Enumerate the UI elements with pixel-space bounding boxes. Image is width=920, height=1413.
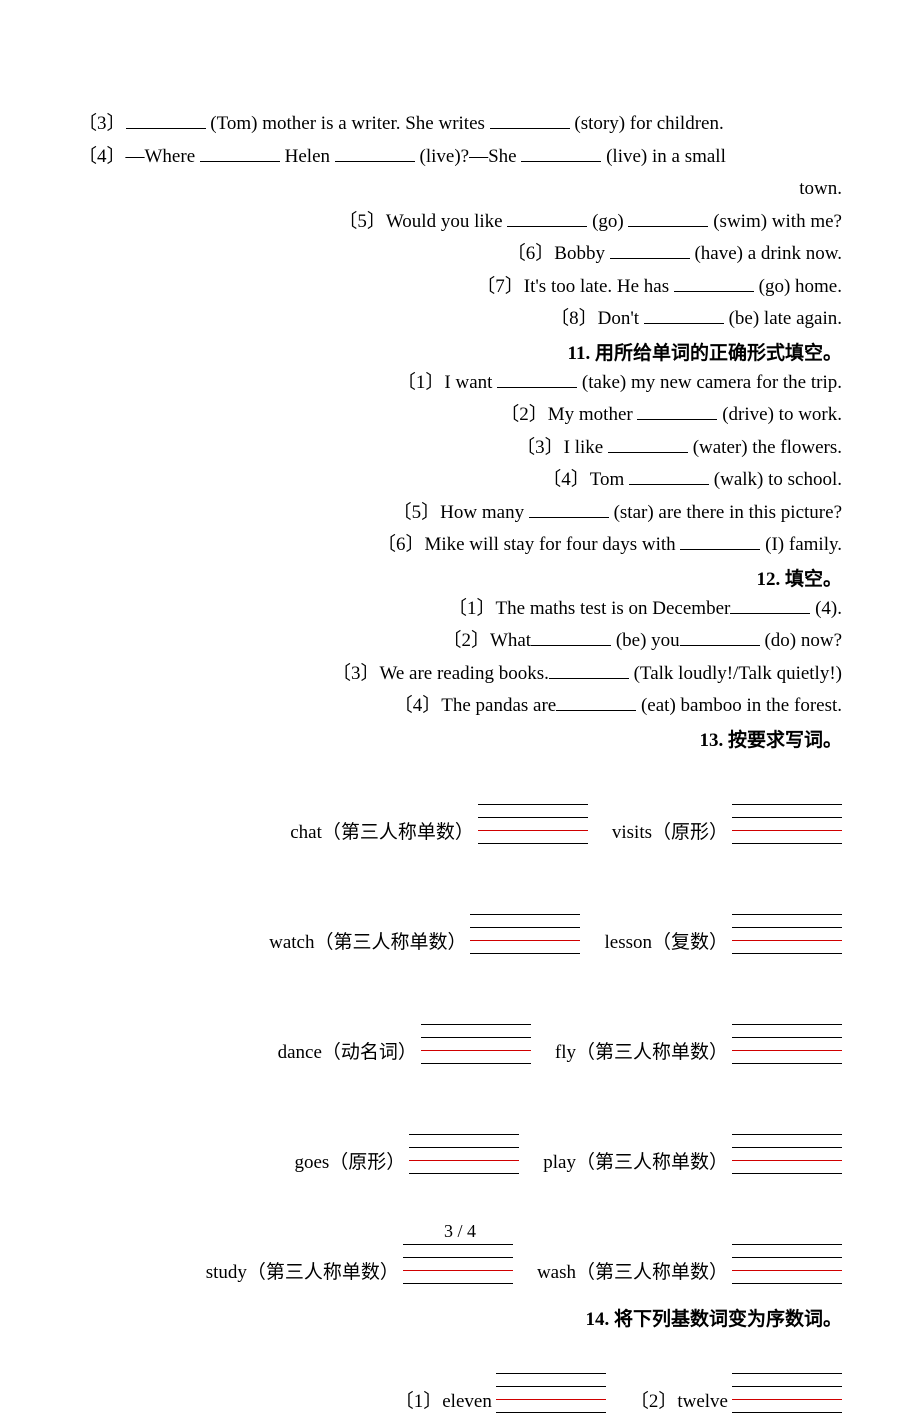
blank[interactable] [610,240,690,259]
word-label: play（第三人称单数） [543,1147,728,1174]
q13-row-3: dance（动名词） fly（第三人称单数） [78,1012,842,1064]
q13-item-right: visits（原形） [612,792,842,844]
blank[interactable] [556,692,636,711]
blank[interactable] [521,143,601,162]
word-label: 〔2〕twelve [630,1386,728,1413]
blank[interactable] [549,660,629,679]
q12-item-3: 〔3〕We are reading books. (Talk loudly!/T… [78,660,842,689]
q13-item-right: fly（第三人称单数） [555,1012,842,1064]
word-label: fly（第三人称单数） [555,1037,728,1064]
answer-lines[interactable] [732,792,842,844]
blank[interactable] [680,627,760,646]
q13-item-left: goes（原形） [294,1122,519,1174]
answer-lines[interactable] [732,1361,842,1413]
q12-item-2: 〔2〕What (be) you (do) now? [78,627,842,656]
q14-heading: 14. 将下列基数词变为序数词。 [78,1304,842,1331]
q14-item-right: 〔2〕twelve [630,1361,842,1413]
q10-item-8: 〔8〕Don't (be) late again. [78,305,842,334]
answer-lines[interactable] [421,1012,531,1064]
blank[interactable] [335,143,415,162]
q11-item-3: 〔3〕I like (water) the flowers. [78,434,842,463]
page-number: 3 / 4 [0,1221,920,1242]
word-label: goes（原形） [294,1147,405,1174]
q13-item-left: watch（第三人称单数） [269,902,580,954]
q11-item-4: 〔4〕Tom (walk) to school. [78,466,842,495]
q14-item-left: 〔1〕eleven [395,1361,606,1413]
q10-item-7: 〔7〕It's too late. He has (go) home. [78,273,842,302]
q10-item-4b: town. [78,175,842,204]
q11-item-1: 〔1〕I want (take) my new camera for the t… [78,369,842,398]
blank[interactable] [644,305,724,324]
q13-item-left: chat（第三人称单数） [290,792,588,844]
q13-row-4: goes（原形） play（第三人称单数） [78,1122,842,1174]
blank[interactable] [200,143,280,162]
blank[interactable] [629,466,709,485]
q10-item-4a: 〔4〕—Where Helen (live)?—She (live) in a … [78,143,842,172]
q12-item-1: 〔1〕The maths test is on December (4). [78,595,842,624]
answer-lines[interactable] [478,792,588,844]
word-label: lesson（复数） [604,927,728,954]
q13-item-right: play（第三人称单数） [543,1122,842,1174]
blank[interactable] [531,627,611,646]
q12-item-4: 〔4〕The pandas are (eat) bamboo in the fo… [78,692,842,721]
blank[interactable] [497,369,577,388]
answer-lines[interactable] [409,1122,519,1174]
q11-item-5: 〔5〕How many (star) are there in this pic… [78,499,842,528]
blank[interactable] [490,110,570,129]
blank[interactable] [628,208,708,227]
q14-word-section: 〔1〕eleven 〔2〕twelve [78,1361,842,1413]
blank[interactable] [680,531,760,550]
answer-lines[interactable] [732,902,842,954]
word-label: study（第三人称单数） [206,1257,399,1284]
blank[interactable] [730,595,810,614]
q13-row-2: watch（第三人称单数） lesson（复数） [78,902,842,954]
answer-lines[interactable] [732,1122,842,1174]
answer-lines[interactable] [470,902,580,954]
q10-item-3: 〔3〕 (Tom) mother is a writer. She writes… [78,110,842,139]
q13-item-left: dance（动名词） [278,1012,531,1064]
word-label: 〔1〕eleven [395,1386,492,1413]
blank[interactable] [637,401,717,420]
blank[interactable] [674,273,754,292]
answer-lines[interactable] [496,1361,606,1413]
word-label: dance（动名词） [278,1037,417,1064]
word-label: visits（原形） [612,817,728,844]
q11-heading: 11. 用所给单词的正确形式填空。 [78,338,842,365]
q10-item-6: 〔6〕Bobby (have) a drink now. [78,240,842,269]
q11-item-6: 〔6〕Mike will stay for four days with (I)… [78,531,842,560]
blank[interactable] [608,434,688,453]
q10-item-5: 〔5〕Would you like (go) (swim) with me? [78,208,842,237]
q13-heading: 13. 按要求写词。 [78,725,842,752]
blank[interactable] [507,208,587,227]
q12-heading: 12. 填空。 [78,564,842,591]
word-label: chat（第三人称单数） [290,817,474,844]
q13-item-right: lesson（复数） [604,902,842,954]
blank[interactable] [126,110,206,129]
q11-item-2: 〔2〕My mother (drive) to work. [78,401,842,430]
q13-word-section: chat（第三人称单数） visits（原形） watch（第三人称单数） le… [78,792,842,1284]
word-label: wash（第三人称单数） [537,1257,728,1284]
word-label: watch（第三人称单数） [269,927,466,954]
answer-lines[interactable] [732,1012,842,1064]
q13-row-1: chat（第三人称单数） visits（原形） [78,792,842,844]
blank[interactable] [529,499,609,518]
q14-row-1: 〔1〕eleven 〔2〕twelve [78,1361,842,1413]
